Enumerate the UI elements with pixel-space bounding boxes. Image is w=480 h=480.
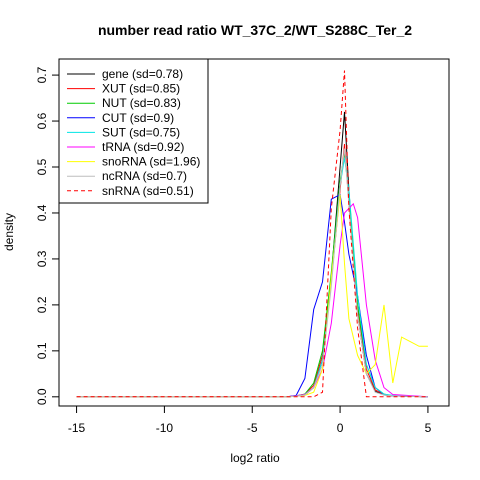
y-tick-label: 0.4 xyxy=(35,204,49,221)
y-tick-label: 0.0 xyxy=(35,388,49,405)
x-tick-label: 5 xyxy=(425,421,432,435)
legend-box xyxy=(58,58,209,204)
legend-label: snRNA (sd=0.51) xyxy=(102,184,194,198)
y-tick-label: 0.1 xyxy=(35,342,49,359)
x-axis: -15 -10 -5 0 5 xyxy=(68,405,432,435)
legend-label: tRNA (sd=0.92) xyxy=(102,140,184,154)
y-tick-label: 0.6 xyxy=(35,112,49,129)
y-tick-label: 0.3 xyxy=(35,250,49,267)
y-tick-label: 0.7 xyxy=(35,66,49,83)
legend: gene (sd=0.78)XUT (sd=0.85)NUT (sd=0.83)… xyxy=(58,58,209,204)
x-tick-label: 0 xyxy=(337,421,344,435)
series-layer xyxy=(76,70,428,398)
legend-items: gene (sd=0.78)XUT (sd=0.85)NUT (sd=0.83)… xyxy=(67,67,200,198)
legend-label: XUT (sd=0.85) xyxy=(102,82,180,96)
legend-label: ncRNA (sd=0.7) xyxy=(102,169,187,183)
x-tick-label: -15 xyxy=(68,421,86,435)
x-tick-label: -5 xyxy=(247,421,258,435)
legend-label: SUT (sd=0.75) xyxy=(102,125,180,139)
legend-label: gene (sd=0.78) xyxy=(102,67,183,81)
series-line xyxy=(76,70,428,398)
y-axis: 0.0 0.1 0.2 0.3 0.4 0.5 0.6 0.7 xyxy=(35,66,60,405)
y-axis-label: density xyxy=(2,213,16,251)
series-line xyxy=(76,148,428,398)
legend-label: CUT (sd=0.9) xyxy=(102,111,174,125)
legend-label: snoRNA (sd=1.96) xyxy=(102,155,200,169)
y-tick-label: 0.5 xyxy=(35,158,49,175)
legend-label: NUT (sd=0.83) xyxy=(102,96,181,110)
y-tick-label: 0.2 xyxy=(35,296,49,313)
chart-title: number read ratio WT_37C_2/WT_S288C_Ter_… xyxy=(98,22,412,38)
x-axis-label: log2 ratio xyxy=(230,451,280,465)
x-tick-label: -10 xyxy=(156,421,174,435)
